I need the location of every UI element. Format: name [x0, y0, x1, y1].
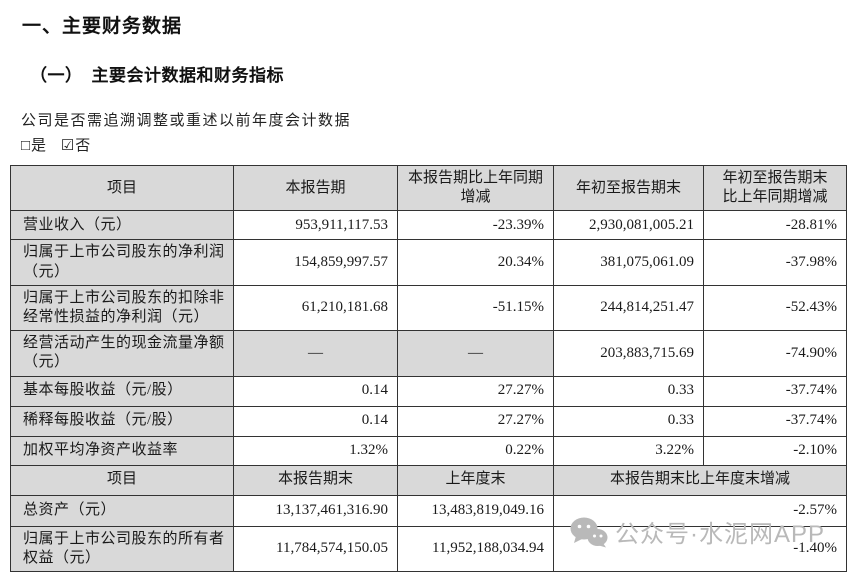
value-cell: -28.81%	[703, 210, 847, 241]
value-cell: 0.14	[233, 375, 398, 407]
value-cell: 27.27%	[397, 405, 554, 437]
value-cell: -52.43%	[703, 284, 847, 332]
value-cell: -37.74%	[703, 405, 847, 437]
subsection-title: （一） 主要会计数据和财务指标	[30, 66, 284, 85]
table1-header-ytd: 年初至报告期末	[553, 164, 704, 212]
value-cell: 11,952,188,034.94	[397, 525, 554, 572]
table2-header-item: 项目	[10, 464, 234, 496]
row-label: 加权平均净资产收益率	[10, 435, 234, 466]
row-label: 基本每股收益（元/股）	[10, 375, 234, 407]
row-label: 稀释每股收益（元/股）	[10, 405, 234, 437]
row-label: 归属于上市公司股东的扣除非 经常性损益的净利润（元）	[10, 284, 234, 332]
row-label: 总资产（元）	[10, 494, 234, 527]
value-cell: -23.39%	[397, 210, 554, 241]
value-cell: 2,930,081,005.21	[553, 210, 704, 241]
value-cell: -74.90%	[703, 330, 847, 377]
value-cell: 0.33	[553, 375, 704, 407]
financial-data-table: 项目 本报告期 本报告期比上年同期 增减 年初至报告期末 年初至报告期末 比上年…	[10, 164, 847, 572]
table2-header-change-vs-prior-year-end: 本报告期末比上年度末增减	[553, 464, 847, 496]
value-cell: 13,137,461,316.90	[233, 494, 398, 527]
table-row-net-profit-excl-nonrecurring: 归属于上市公司股东的扣除非 经常性损益的净利润（元） 61,210,181.68…	[10, 284, 847, 332]
value-cell: 953,911,117.53	[233, 210, 398, 241]
value-cell: 203,883,715.69	[553, 330, 704, 377]
value-cell: -37.74%	[703, 375, 847, 407]
value-cell: 381,075,061.09	[553, 239, 704, 286]
table2-header-prior-year-end: 上年度末	[397, 464, 554, 496]
value-cell: 11,784,574,150.05	[233, 525, 398, 572]
value-cell: 244,814,251.47	[553, 284, 704, 332]
row-label: 经营活动产生的现金流量净额 （元）	[10, 330, 234, 377]
value-cell: 0.33	[553, 405, 704, 437]
value-cell: -2.10%	[703, 435, 847, 466]
value-cell: 61,210,181.68	[233, 284, 398, 332]
value-cell: 3.22%	[553, 435, 704, 466]
watermark: 公众号·水泥网APP	[570, 514, 825, 549]
table2-header-row: 项目 本报告期末 上年度末 本报告期末比上年度末增减	[10, 464, 847, 496]
checkbox-no-option: ☑否	[60, 138, 92, 154]
value-cell: 13,483,819,049.16	[397, 494, 554, 527]
value-cell: 0.22%	[397, 435, 554, 466]
value-cell: 1.32%	[233, 435, 398, 466]
value-cell: 0.14	[233, 405, 398, 437]
value-cell: 27.27%	[397, 375, 554, 407]
table1-header-item: 项目	[10, 164, 234, 212]
table-row-total-assets: 总资产（元） 13,137,461,316.90 13,483,819,049.…	[10, 494, 847, 527]
table1-header-row: 项目 本报告期 本报告期比上年同期 增减 年初至报告期末 年初至报告期末 比上年…	[10, 164, 847, 212]
table-row-basic-eps: 基本每股收益（元/股） 0.14 27.27% 0.33 -37.74%	[10, 375, 847, 407]
table-row-revenue: 营业收入（元） 953,911,117.53 -23.39% 2,930,081…	[10, 210, 847, 241]
table-row-diluted-eps: 稀释每股收益（元/股） 0.14 27.27% 0.33 -37.74%	[10, 405, 847, 437]
checkbox-yes-option: □是	[21, 138, 48, 154]
value-cell-dash: —	[233, 330, 398, 377]
restatement-question: 公司是否需追溯调整或重述以前年度会计数据	[21, 113, 352, 129]
value-cell: -37.98%	[703, 239, 847, 286]
value-cell: 20.34%	[397, 239, 554, 286]
table1-header-ytd-yoy-change: 年初至报告期末 比上年同期增减	[703, 164, 847, 212]
restatement-options: □是 ☑否	[21, 134, 101, 155]
wechat-icon	[570, 516, 608, 548]
table-row-weighted-avg-roe: 加权平均净资产收益率 1.32% 0.22% 3.22% -2.10%	[10, 435, 847, 466]
value-cell-dash: —	[397, 330, 554, 377]
table-row-net-profit: 归属于上市公司股东的净利润 （元） 154,859,997.57 20.34% …	[10, 239, 847, 286]
table2-header-period-end: 本报告期末	[233, 464, 398, 496]
section-title: 一、主要财务数据	[22, 16, 183, 37]
value-cell: -51.15%	[397, 284, 554, 332]
table1-header-current-period: 本报告期	[233, 164, 398, 212]
table-row-equity-attributable-to-shareholders: 归属于上市公司股东的所有者 权益（元） 11,784,574,150.05 11…	[10, 525, 847, 572]
table-row-operating-cash-flow: 经营活动产生的现金流量净额 （元） — — 203,883,715.69 -74…	[10, 330, 847, 377]
row-label: 归属于上市公司股东的净利润 （元）	[10, 239, 234, 286]
table1-header-yoy-change: 本报告期比上年同期 增减	[397, 164, 554, 212]
value-cell: 154,859,997.57	[233, 239, 398, 286]
row-label: 归属于上市公司股东的所有者 权益（元）	[10, 525, 234, 572]
watermark-text: 公众号·水泥网APP	[615, 521, 826, 548]
row-label: 营业收入（元）	[10, 210, 234, 241]
